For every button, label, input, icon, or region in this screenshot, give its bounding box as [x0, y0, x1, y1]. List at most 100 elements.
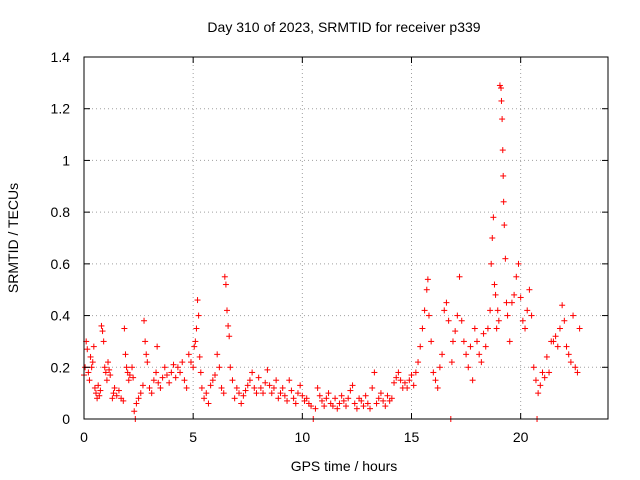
data-point: [242, 387, 249, 394]
data-point: [373, 400, 380, 407]
data-point: [89, 359, 96, 366]
data-point: [284, 397, 291, 404]
data-point: [131, 408, 138, 415]
data-point: [415, 359, 422, 366]
data-point: [170, 361, 177, 368]
data-point: [226, 333, 233, 340]
data-point: [445, 317, 452, 324]
data-point: [436, 364, 443, 371]
data-point: [539, 369, 546, 376]
data-point: [424, 276, 431, 283]
data-point: [227, 364, 234, 371]
data-point: [270, 384, 277, 391]
data-point: [249, 369, 256, 376]
data-point: [504, 312, 511, 319]
data-point: [412, 369, 419, 376]
data-point: [115, 387, 122, 394]
chart-title: Day 310 of 2023, SRMTID for receiver p33…: [207, 19, 480, 35]
data-point: [546, 369, 553, 376]
data-point: [519, 317, 526, 324]
data-point: [216, 364, 223, 371]
y-tick-label: 0.8: [51, 204, 71, 220]
data-point: [395, 369, 402, 376]
data-point: [526, 286, 533, 293]
data-point: [492, 291, 499, 298]
data-point: [406, 377, 413, 384]
data-point: [297, 382, 304, 389]
x-tick-label: 5: [189, 429, 197, 445]
data-point: [532, 377, 539, 384]
data-point: [524, 307, 531, 314]
data-point: [428, 338, 435, 345]
data-point: [120, 397, 127, 404]
data-point: [375, 395, 382, 402]
data-point: [498, 97, 505, 104]
data-point: [491, 281, 498, 288]
data-point: [441, 307, 448, 314]
data-point: [95, 382, 102, 389]
data-point: [233, 384, 240, 391]
x-tick-label: 0: [80, 429, 88, 445]
data-point: [425, 312, 432, 319]
data-point: [495, 317, 502, 324]
data-point: [85, 369, 92, 376]
data-point: [397, 377, 404, 384]
data-point: [561, 317, 568, 324]
y-tick-label: 1.2: [51, 101, 71, 117]
data-point: [257, 384, 264, 391]
plot-frame: [83, 56, 609, 420]
data-point: [236, 390, 243, 397]
data-point: [421, 307, 428, 314]
data-point: [423, 286, 430, 293]
data-point: [456, 273, 463, 280]
data-point: [574, 369, 581, 376]
data-point: [212, 372, 218, 379]
data-point: [135, 395, 142, 402]
data-point: [367, 405, 374, 412]
data-point: [432, 377, 439, 384]
data-point: [388, 395, 395, 402]
y-tick-label: 0.2: [51, 359, 71, 375]
data-point: [161, 364, 168, 371]
data-point: [229, 377, 236, 384]
data-point: [316, 392, 323, 399]
data-point: [86, 377, 93, 384]
data-point: [221, 273, 228, 280]
data-point: [467, 343, 474, 350]
data-point: [391, 379, 398, 386]
data-point: [458, 317, 465, 324]
data-point: [100, 338, 107, 345]
y-tick-label: 0.4: [51, 308, 71, 324]
data-point: [465, 364, 472, 371]
data-point: [506, 338, 513, 345]
data-point: [503, 299, 510, 306]
data-point: [181, 377, 188, 384]
data-point: [275, 395, 282, 402]
data-point: [111, 384, 118, 391]
data-point: [384, 392, 391, 399]
data-point: [222, 281, 229, 288]
data-point: [260, 390, 267, 397]
data-point: [157, 384, 164, 391]
data-point: [179, 359, 186, 366]
data-point: [570, 312, 577, 319]
data-point: [155, 379, 162, 386]
data-point: [153, 369, 160, 376]
y-tick-label: 0.6: [51, 256, 71, 272]
data-point: [125, 377, 132, 384]
data-point: [166, 379, 173, 386]
data-point: [191, 343, 198, 350]
data-point: [439, 351, 446, 358]
data-point: [434, 384, 441, 391]
data-point: [137, 390, 144, 397]
data-point: [349, 382, 356, 389]
data-point: [195, 312, 202, 319]
data-point: [84, 346, 91, 353]
data-point: [277, 390, 284, 397]
data-point: [220, 390, 227, 397]
data-point: [353, 405, 360, 412]
data-point: [105, 359, 112, 366]
data-point: [218, 384, 225, 391]
x-axis-label: GPS time / hours: [291, 458, 398, 474]
data-point: [299, 392, 306, 399]
